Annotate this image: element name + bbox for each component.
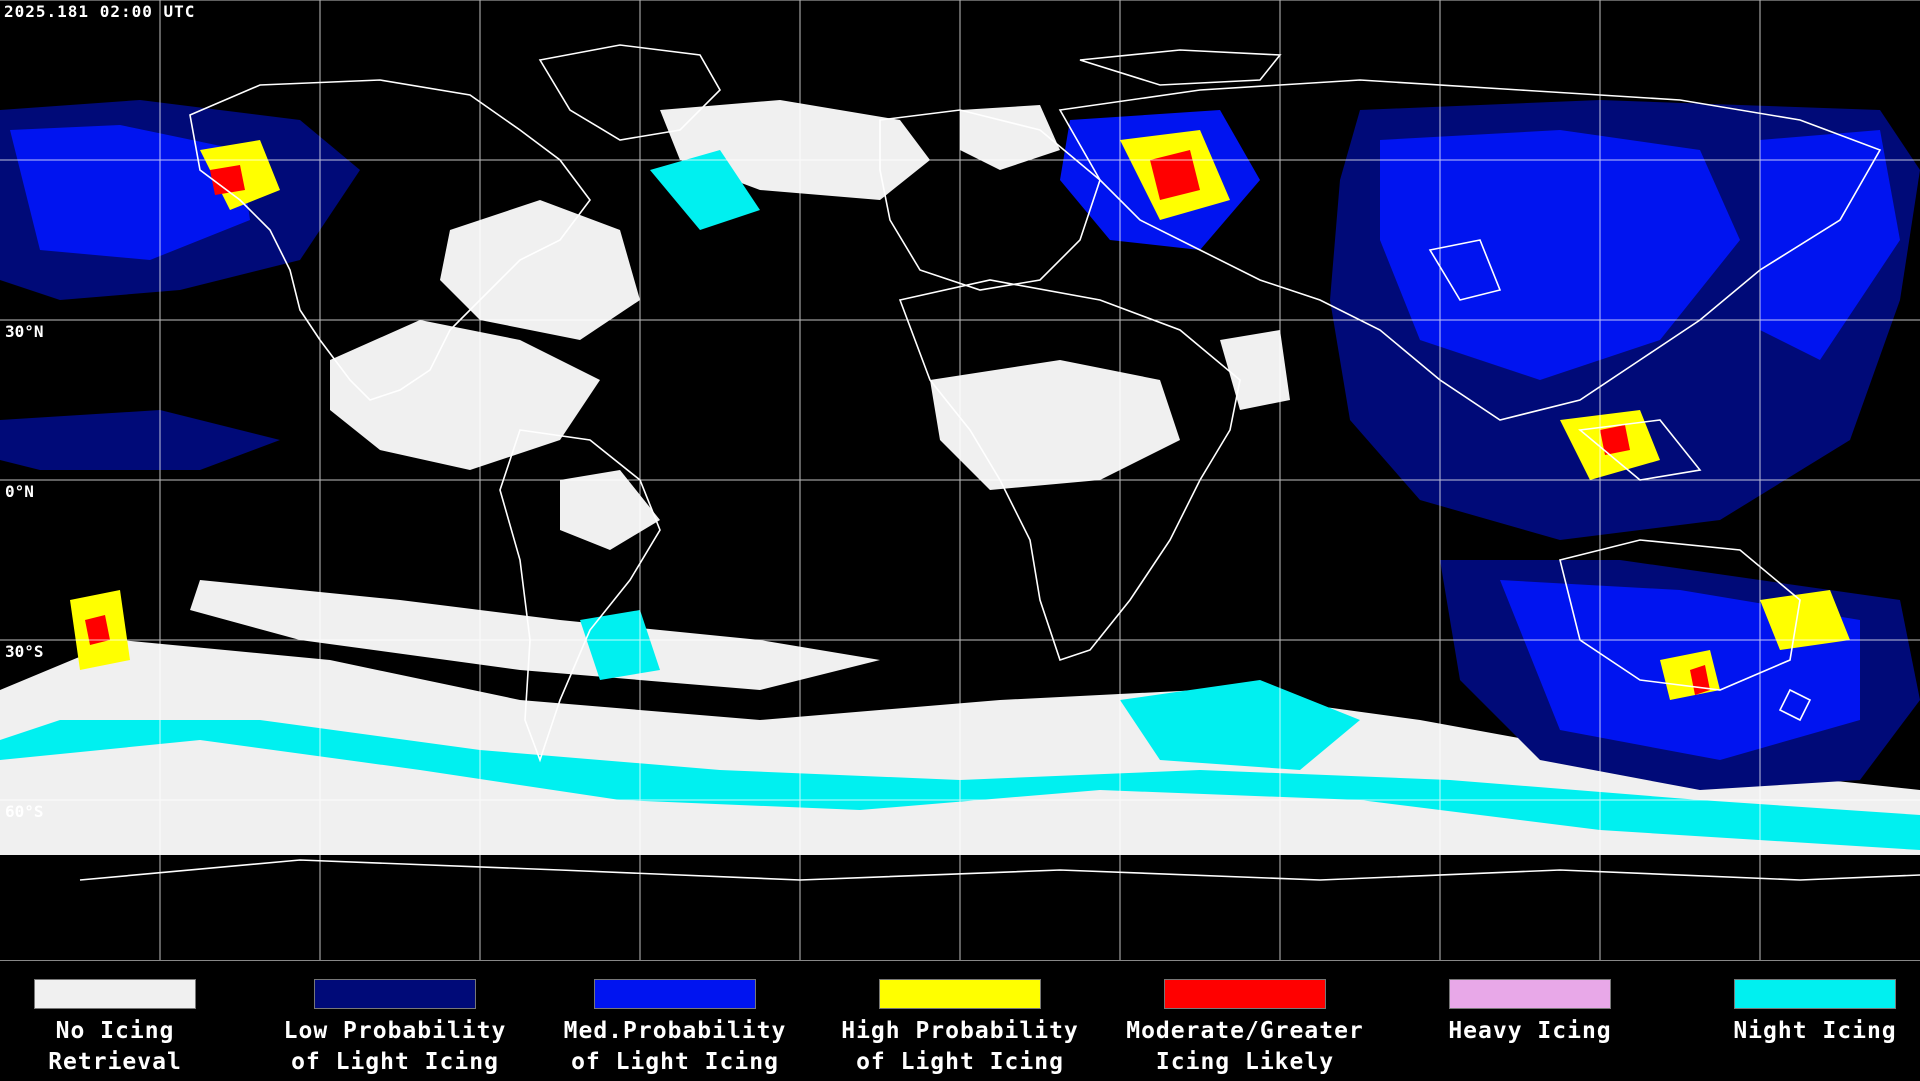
- legend-label: Med.Probability of Light Icing: [563, 1018, 787, 1075]
- high-probability-areas: [70, 130, 1850, 700]
- legend-swatch: [34, 979, 196, 1009]
- timestamp-label: 2025.181 02:00 UTC: [4, 2, 196, 21]
- legend-swatch: [1734, 979, 1896, 1009]
- legend-swatch: [594, 979, 756, 1009]
- legend-label: Night Icing: [1733, 1018, 1897, 1044]
- legend-swatch: [1449, 979, 1611, 1009]
- legend-label: High Probability of Light Icing: [841, 1018, 1079, 1075]
- coastlines: [79, 44, 1920, 881]
- legend-item-moderate-greater: Moderate/Greater Icing Likely: [1105, 979, 1385, 1078]
- lat-label-equator: 0°N: [5, 482, 34, 501]
- legend-item-night-icing: Night Icing: [1675, 979, 1920, 1047]
- lat-label-30s: 30°S: [5, 642, 44, 661]
- legend-item-no-icing: No Icing Retrieval: [0, 979, 255, 1078]
- legend-item-med-probability: Med.Probability of Light Icing: [535, 979, 815, 1078]
- med-probability-areas: [10, 110, 1900, 760]
- legend-item-high-probability: High Probability of Light Icing: [820, 979, 1100, 1078]
- legend-swatch: [314, 979, 476, 1009]
- legend-swatch: [1164, 979, 1326, 1009]
- icing-map: 2025.181 02:00 UTC 30°N 0°N 30°S 60°S: [0, 0, 1920, 960]
- map-canvas: [0, 0, 1920, 960]
- legend-item-heavy-icing: Heavy Icing: [1390, 979, 1670, 1047]
- legend-label: Moderate/Greater Icing Likely: [1126, 1018, 1364, 1075]
- legend: No Icing Retrieval Low Probability of Li…: [0, 960, 1920, 1081]
- legend-label: No Icing Retrieval: [48, 1018, 182, 1075]
- legend-swatch: [879, 979, 1041, 1009]
- lat-label-30n: 30°N: [5, 322, 44, 341]
- lat-lon-grid: [0, 0, 1920, 960]
- legend-item-low-probability: Low Probability of Light Icing: [255, 979, 535, 1078]
- lat-label-60s: 60°S: [5, 802, 44, 821]
- legend-label: Heavy Icing: [1448, 1018, 1612, 1044]
- legend-label: Low Probability of Light Icing: [283, 1018, 507, 1075]
